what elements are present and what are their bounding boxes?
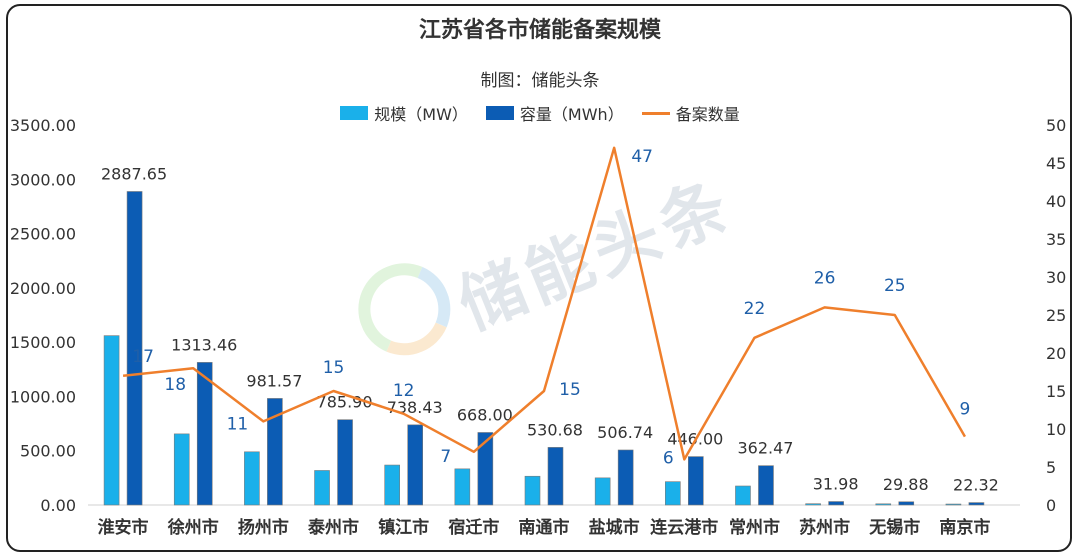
bar-mwh [337,419,353,506]
bar-mwh [898,501,915,506]
data-label-mwh: 530.68 [527,420,583,439]
legend-swatch-count [641,111,670,115]
chart-title: 江苏省各市储能备案规模 [418,18,661,43]
right-tick-label: 5 [1046,458,1056,477]
legend-label-mw: 规模（MW） [374,105,468,124]
bar-mwh [126,191,143,506]
bar-mw [524,475,541,506]
legend-label-count: 备案数量 [675,105,740,124]
bar-mwh [617,449,634,506]
data-label-count: 6 [663,448,674,468]
data-label-count: 11 [227,414,249,434]
bar-mw [805,503,821,506]
right-tick-label: 20 [1046,344,1066,363]
x-tick-label: 淮安市 [98,517,149,538]
bar-mw [173,433,190,506]
legend: 规模（MW） 容量（MWh） 备案数量 [0,101,1080,125]
left-tick-label: 1000.00 [10,387,76,406]
x-tick-label: 南京市 [939,517,990,538]
left-tick-label: 1500.00 [10,333,76,352]
x-tick-label: 无锡市 [868,517,920,538]
bar-mwh [267,398,283,506]
bar-mw [103,335,120,506]
bar-mwh [688,456,704,506]
bar-mw [594,477,611,506]
legend-swatch-mwh [485,106,514,120]
bar-mwh [477,432,494,506]
right-tick-label: 15 [1046,382,1066,401]
data-label-count: 18 [164,375,186,395]
x-tick-label: 镇江市 [378,517,429,538]
bar-mw [384,464,400,506]
bar-mwh [968,502,985,506]
legend-item-mwh: 容量（MWh） [485,101,624,125]
data-label-count: 15 [559,380,581,400]
data-label-count: 25 [884,276,906,296]
x-tick-label: 盐城市 [589,517,640,538]
bar-mw [665,481,681,506]
bar-mw [244,451,260,506]
legend-item-count: 备案数量 [641,101,740,125]
bar-mw [735,485,751,506]
data-label-count: 17 [132,347,154,367]
left-tick-label: 2500.00 [10,225,76,244]
right-tick-label: 35 [1046,230,1066,249]
bar-mw [314,470,330,506]
bar-mwh [828,501,844,506]
data-label-count: 7 [440,447,451,467]
data-label-count: 12 [393,381,415,401]
data-label-count: 15 [323,358,345,378]
right-tick-label: 50 [1046,116,1066,135]
right-tick-label: 30 [1046,268,1066,287]
legend-label-mwh: 容量（MWh） [519,105,624,124]
data-label-mwh: 22.32 [953,476,999,495]
bar-mwh [407,424,423,506]
legend-swatch-mw [340,106,369,120]
left-tick-label: 3000.00 [10,170,76,189]
left-tick-label: 3500.00 [10,116,76,135]
data-label-mwh: 31.98 [813,475,859,494]
bar-mwh [196,362,213,506]
data-label-mwh: 981.57 [246,371,302,390]
bar-mwh [758,465,774,506]
chart-subtitle: 制图：储能头条 [480,71,600,91]
right-tick-label: 40 [1046,192,1066,211]
right-tick-label: 0 [1046,496,1056,515]
bar-mw [875,503,892,506]
data-label-count: 26 [814,268,836,288]
data-label-count: 22 [744,299,766,319]
data-label-mwh: 362.47 [737,439,793,458]
x-tick-label: 徐州市 [167,517,219,538]
bar-mw [945,503,962,506]
bar-mwh [547,447,564,506]
series-line-count [122,146,967,461]
data-label-mwh: 668.00 [457,405,513,424]
bar-mw [454,468,471,506]
data-label-mwh: 29.88 [883,475,929,494]
data-label-mwh: 1313.46 [171,335,237,354]
data-label-mwh: 785.90 [317,393,373,412]
data-label-count: 47 [631,147,653,167]
data-label-mwh: 506.74 [597,423,653,442]
right-tick-label: 10 [1046,420,1066,439]
x-tick-label: 扬州市 [238,517,289,538]
x-tick-label: 连云港市 [650,517,718,538]
legend-item-mw: 规模（MW） [340,101,468,125]
right-tick-label: 25 [1046,306,1066,325]
x-tick-label: 常州市 [729,517,780,538]
left-tick-label: 500.00 [20,442,76,461]
data-label-count: 9 [960,400,971,420]
left-tick-label: 2000.00 [10,279,76,298]
x-tick-label: 泰州市 [308,517,359,538]
x-tick-label: 宿迁市 [448,517,499,538]
left-tick-label: 0.00 [40,496,76,515]
right-tick-label: 45 [1046,154,1066,173]
x-tick-label: 南通市 [519,517,570,538]
x-tick-label: 苏州市 [799,517,850,538]
data-label-mwh: 2887.65 [101,164,167,183]
